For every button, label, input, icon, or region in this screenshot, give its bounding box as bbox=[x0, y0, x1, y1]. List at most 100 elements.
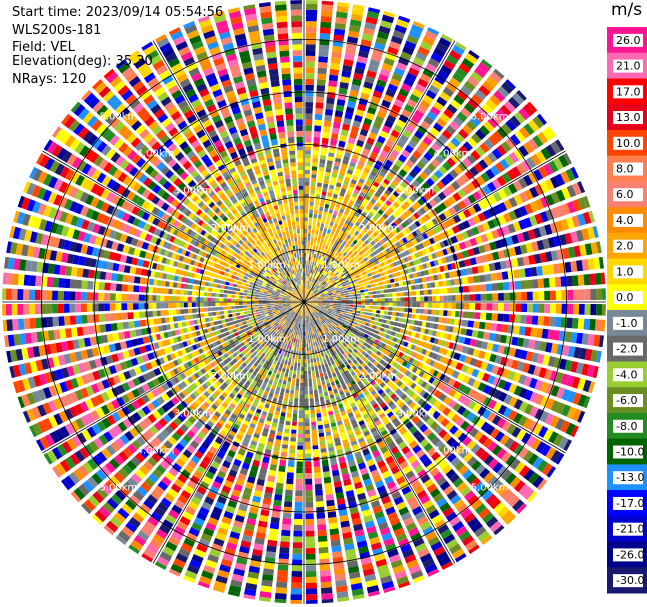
velocity-gate bbox=[415, 51, 428, 62]
velocity-gate bbox=[457, 383, 467, 393]
velocity-gate bbox=[430, 52, 443, 63]
velocity-gate bbox=[365, 338, 371, 344]
velocity-gate bbox=[326, 216, 331, 222]
velocity-gate bbox=[523, 376, 533, 387]
velocity-gate bbox=[462, 208, 472, 218]
velocity-gate bbox=[350, 248, 356, 253]
velocity-gate bbox=[241, 356, 247, 362]
velocity-gate bbox=[573, 289, 580, 301]
velocity-gate bbox=[470, 477, 481, 489]
velocity-gate bbox=[320, 326, 324, 331]
velocity-gate bbox=[147, 516, 159, 527]
velocity-gate bbox=[321, 408, 327, 413]
velocity-gate bbox=[222, 440, 231, 449]
velocity-gate bbox=[491, 313, 498, 321]
velocity-gate bbox=[296, 334, 299, 339]
velocity-gate bbox=[394, 176, 402, 184]
velocity-gate bbox=[305, 449, 311, 454]
velocity-gate bbox=[289, 445, 296, 450]
velocity-gate bbox=[196, 511, 208, 521]
velocity-gate bbox=[267, 475, 276, 483]
velocity-gate bbox=[143, 444, 154, 455]
velocity-gate bbox=[420, 296, 425, 302]
velocity-gate bbox=[370, 53, 382, 62]
velocity-gate bbox=[390, 129, 400, 139]
velocity-gate bbox=[325, 303, 330, 305]
velocity-gate bbox=[385, 227, 391, 234]
velocity-gate bbox=[304, 162, 311, 167]
velocity-gate bbox=[467, 217, 476, 227]
velocity-gate bbox=[422, 558, 435, 569]
velocity-gate bbox=[416, 209, 423, 217]
velocity-gate bbox=[317, 272, 321, 277]
velocity-gate bbox=[225, 505, 236, 514]
velocity-gate bbox=[473, 111, 485, 123]
velocity-gate bbox=[398, 441, 407, 450]
velocity-gate bbox=[533, 423, 544, 435]
velocity-gate bbox=[279, 354, 284, 359]
velocity-gate bbox=[342, 439, 349, 445]
velocity-gate bbox=[408, 233, 415, 240]
velocity-gate bbox=[306, 300, 310, 302]
velocity-gate bbox=[367, 335, 373, 340]
velocity-gate bbox=[458, 465, 469, 476]
velocity-gate bbox=[523, 141, 534, 154]
velocity-gate bbox=[423, 255, 430, 262]
velocity-gate bbox=[359, 286, 364, 290]
velocity-gate bbox=[360, 396, 367, 403]
velocity-gate bbox=[575, 229, 584, 242]
velocity-gate bbox=[290, 310, 294, 314]
velocity-gate bbox=[337, 596, 350, 602]
velocity-gate bbox=[276, 581, 288, 589]
velocity-gate bbox=[526, 315, 533, 325]
velocity-gate bbox=[237, 374, 243, 380]
velocity-gate bbox=[393, 144, 403, 153]
velocity-gate bbox=[299, 347, 302, 352]
velocity-gate bbox=[201, 441, 210, 450]
velocity-gate bbox=[270, 516, 280, 524]
velocity-gate bbox=[468, 285, 475, 293]
velocity-gate bbox=[354, 114, 363, 123]
velocity-gate bbox=[345, 333, 351, 338]
velocity-gate bbox=[387, 83, 398, 93]
velocity-gate bbox=[401, 353, 408, 360]
velocity-gate bbox=[251, 554, 262, 562]
velocity-gate bbox=[346, 554, 357, 562]
velocity-gate bbox=[357, 403, 364, 409]
velocity-gate bbox=[317, 524, 327, 531]
velocity-gate bbox=[432, 244, 438, 251]
velocity-gate bbox=[270, 426, 277, 431]
velocity-gate bbox=[383, 260, 389, 266]
velocity-gate bbox=[307, 315, 309, 320]
velocity-gate bbox=[317, 178, 323, 184]
velocity-gate bbox=[320, 444, 327, 449]
velocity-gate bbox=[230, 579, 243, 588]
velocity-gate bbox=[404, 297, 409, 302]
velocity-gate bbox=[417, 218, 425, 225]
velocity-gate bbox=[523, 468, 535, 481]
velocity-gate bbox=[264, 368, 269, 374]
velocity-gate bbox=[373, 321, 379, 326]
velocity-gate bbox=[438, 165, 448, 175]
velocity-gate bbox=[436, 234, 443, 241]
velocity-gate bbox=[337, 374, 342, 380]
velocity-gate bbox=[374, 269, 380, 274]
velocity-gate bbox=[392, 243, 398, 250]
velocity-gate bbox=[353, 426, 360, 433]
velocity-gate bbox=[340, 129, 349, 137]
velocity-gate bbox=[545, 342, 553, 353]
velocity-gate bbox=[429, 467, 440, 477]
velocity-gate bbox=[355, 430, 362, 436]
velocity-gate bbox=[446, 452, 457, 463]
velocity-gate bbox=[322, 276, 327, 280]
velocity-gate bbox=[443, 533, 456, 545]
velocity-gate bbox=[314, 478, 322, 485]
velocity-gate bbox=[245, 365, 251, 371]
velocity-gate bbox=[244, 353, 250, 359]
velocity-gate bbox=[248, 409, 255, 416]
velocity-gate bbox=[282, 380, 287, 385]
velocity-gate bbox=[348, 212, 354, 218]
velocity-gate bbox=[320, 581, 332, 589]
velocity-gate bbox=[221, 402, 228, 409]
